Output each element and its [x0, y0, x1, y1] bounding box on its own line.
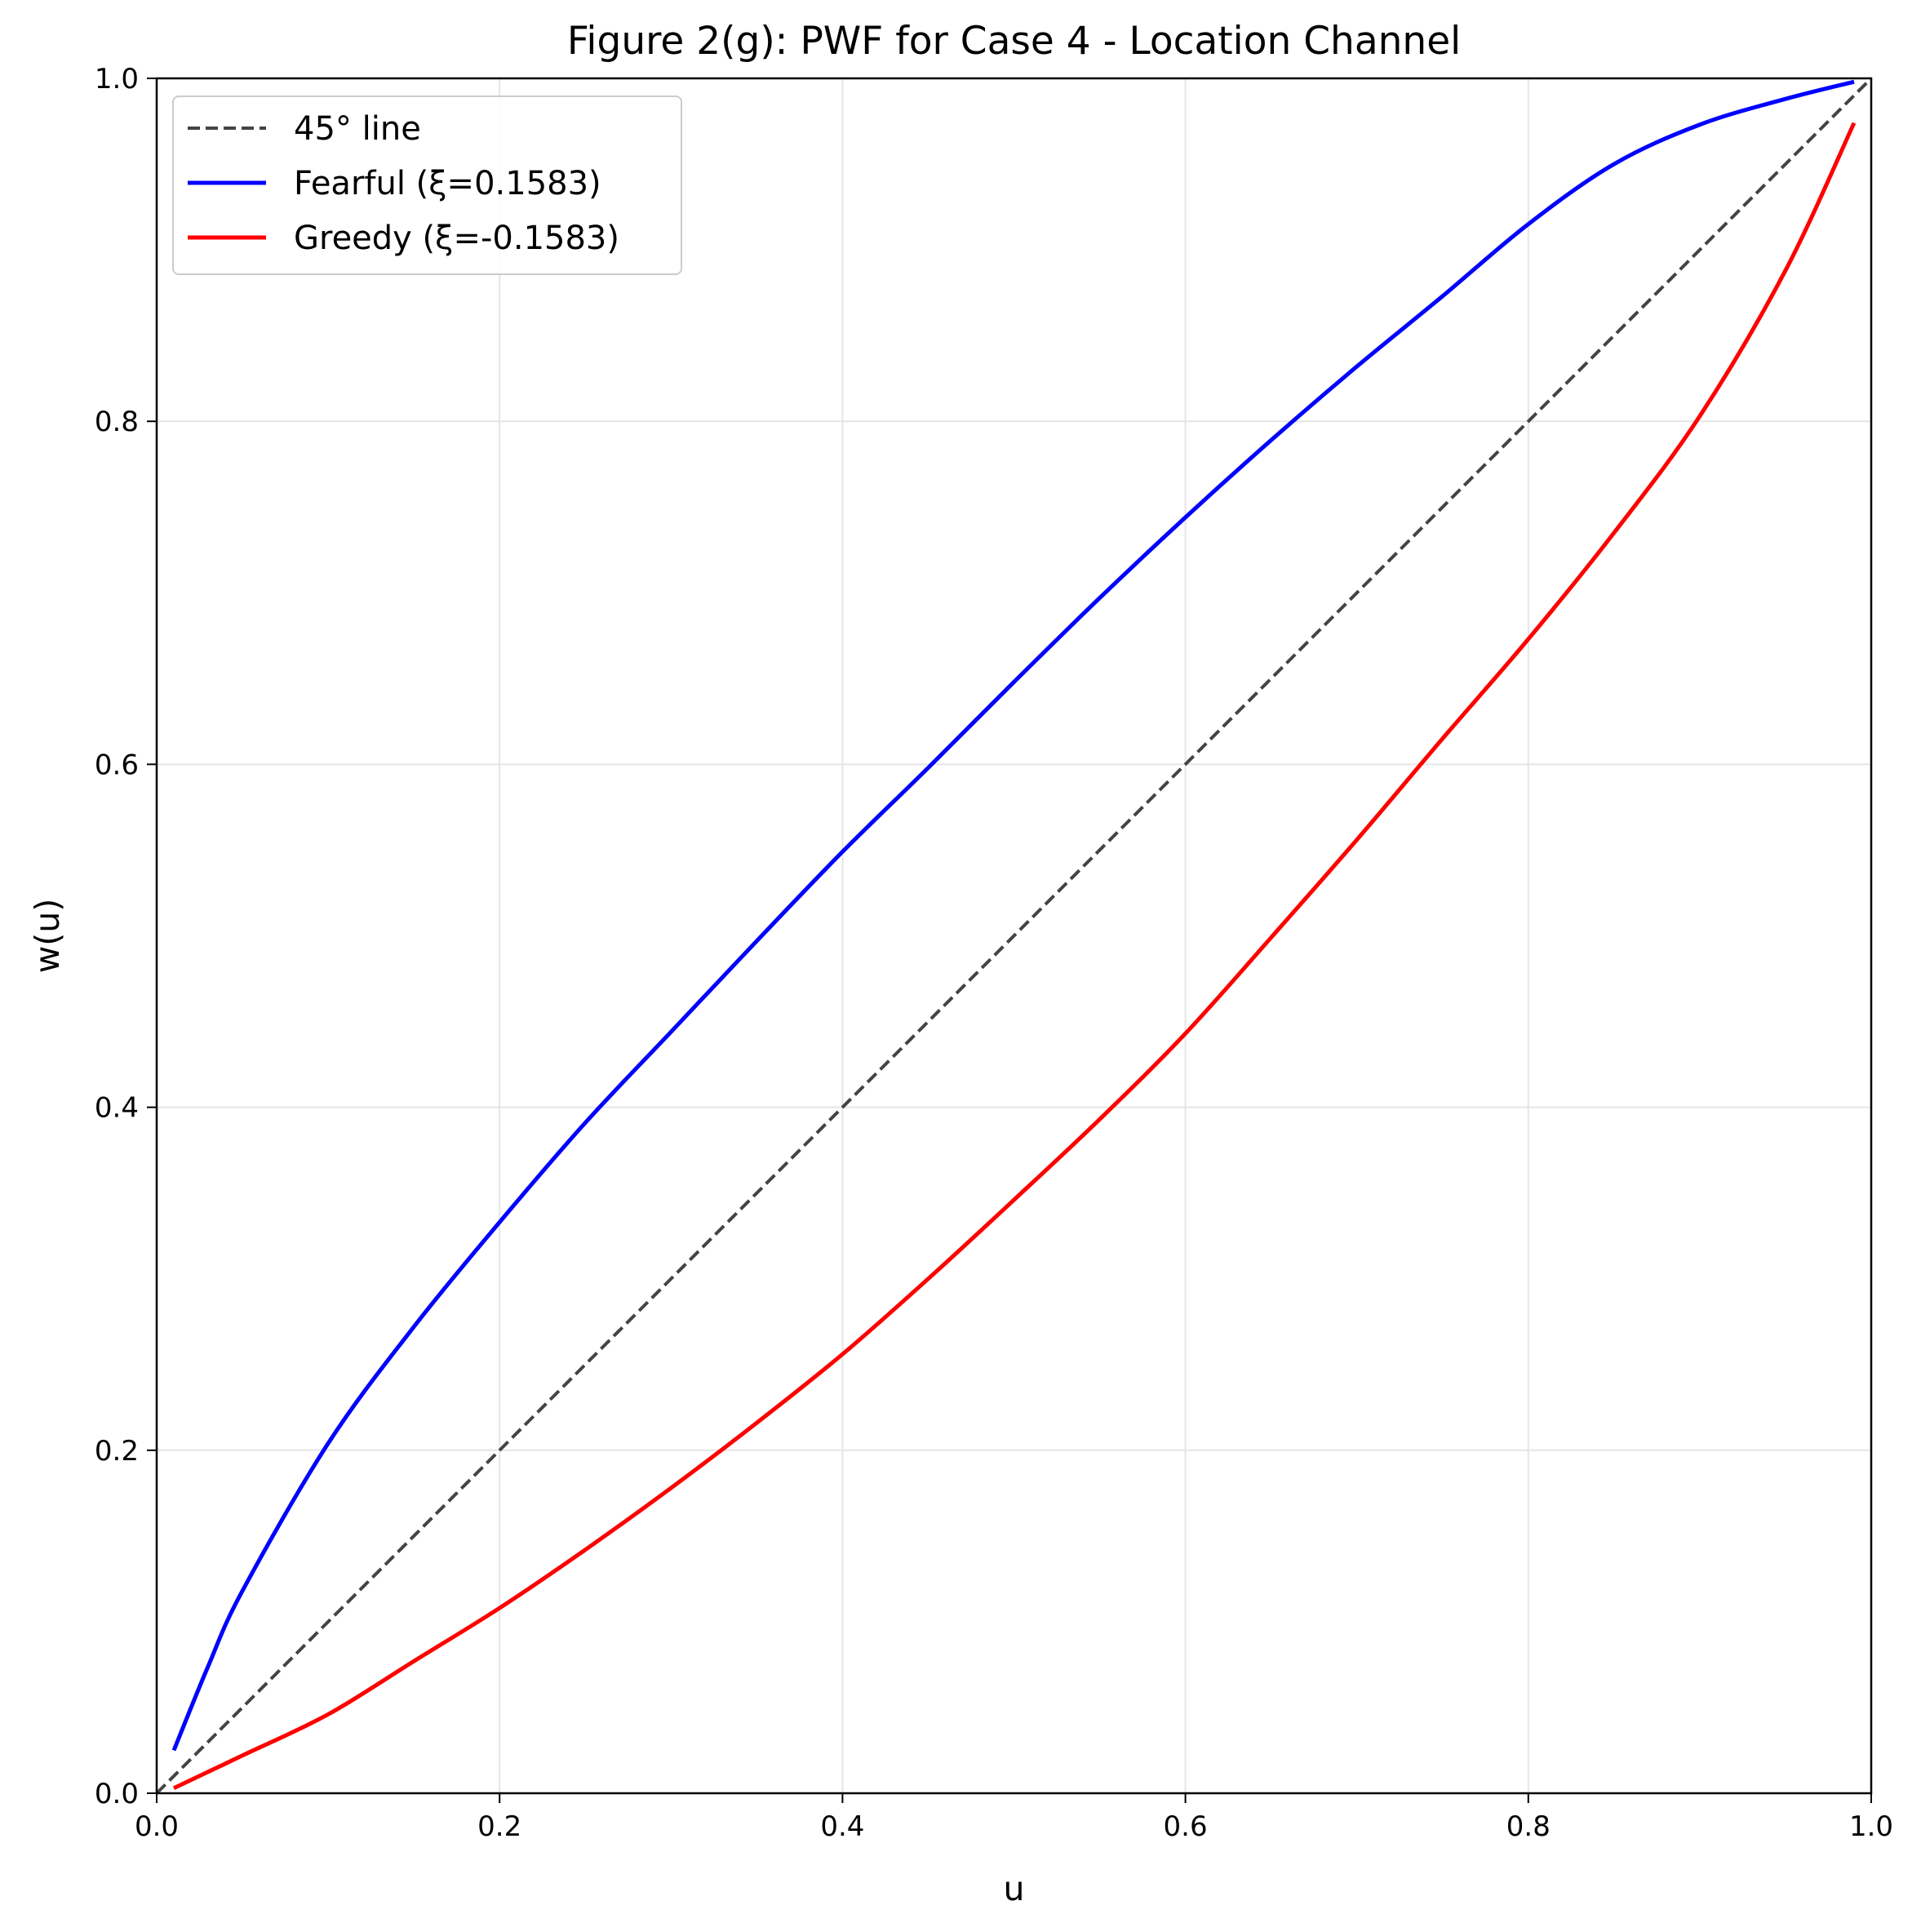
- x-axis-label: u: [1004, 1869, 1025, 1908]
- series-lines: [155, 77, 1873, 1795]
- x-tick-label: 0.8: [1506, 1810, 1551, 1843]
- legend-box: [172, 95, 682, 275]
- y-tick-label: 1.0: [95, 63, 139, 95]
- legend: 45° line Fearful (ξ=0.1583) Greedy (ξ=-0…: [172, 95, 682, 275]
- plot-frame: [155, 77, 1873, 1795]
- x-tick-label: 0.0: [135, 1810, 179, 1843]
- x-tick-label: 1.0: [1849, 1810, 1893, 1843]
- y-tick-label: 0.2: [95, 1435, 139, 1468]
- x-tick-label: 0.2: [477, 1810, 521, 1843]
- y-tick-label: 0.8: [95, 406, 139, 438]
- legend-label-greedy: Greedy (ξ=-0.1583): [294, 220, 619, 257]
- greedy-series-line: [172, 122, 1857, 1790]
- x-tick-label: 0.4: [820, 1810, 864, 1843]
- fearful-series-line: [171, 79, 1855, 1752]
- chart-title: Figure 2(g): PWF for Case 4 - Location C…: [567, 19, 1461, 64]
- y-axis-label: w(u): [28, 899, 67, 974]
- y-tick-label: 0.6: [95, 748, 139, 781]
- legend-label-fearful: Fearful (ξ=0.1583): [294, 165, 601, 202]
- axis-ticks: 0.0 0.2 0.4 0.6 0.8 1.0 0.0 0.2 0.4 0.6 0.8 1.0: [95, 63, 1893, 1843]
- y-tick-label: 0.4: [95, 1092, 139, 1125]
- diagonal-45-line: [155, 77, 1873, 1795]
- legend-label-45-line: 45° line: [294, 110, 421, 148]
- y-tick-label: 0.0: [95, 1778, 139, 1810]
- x-tick-label: 0.6: [1164, 1810, 1208, 1843]
